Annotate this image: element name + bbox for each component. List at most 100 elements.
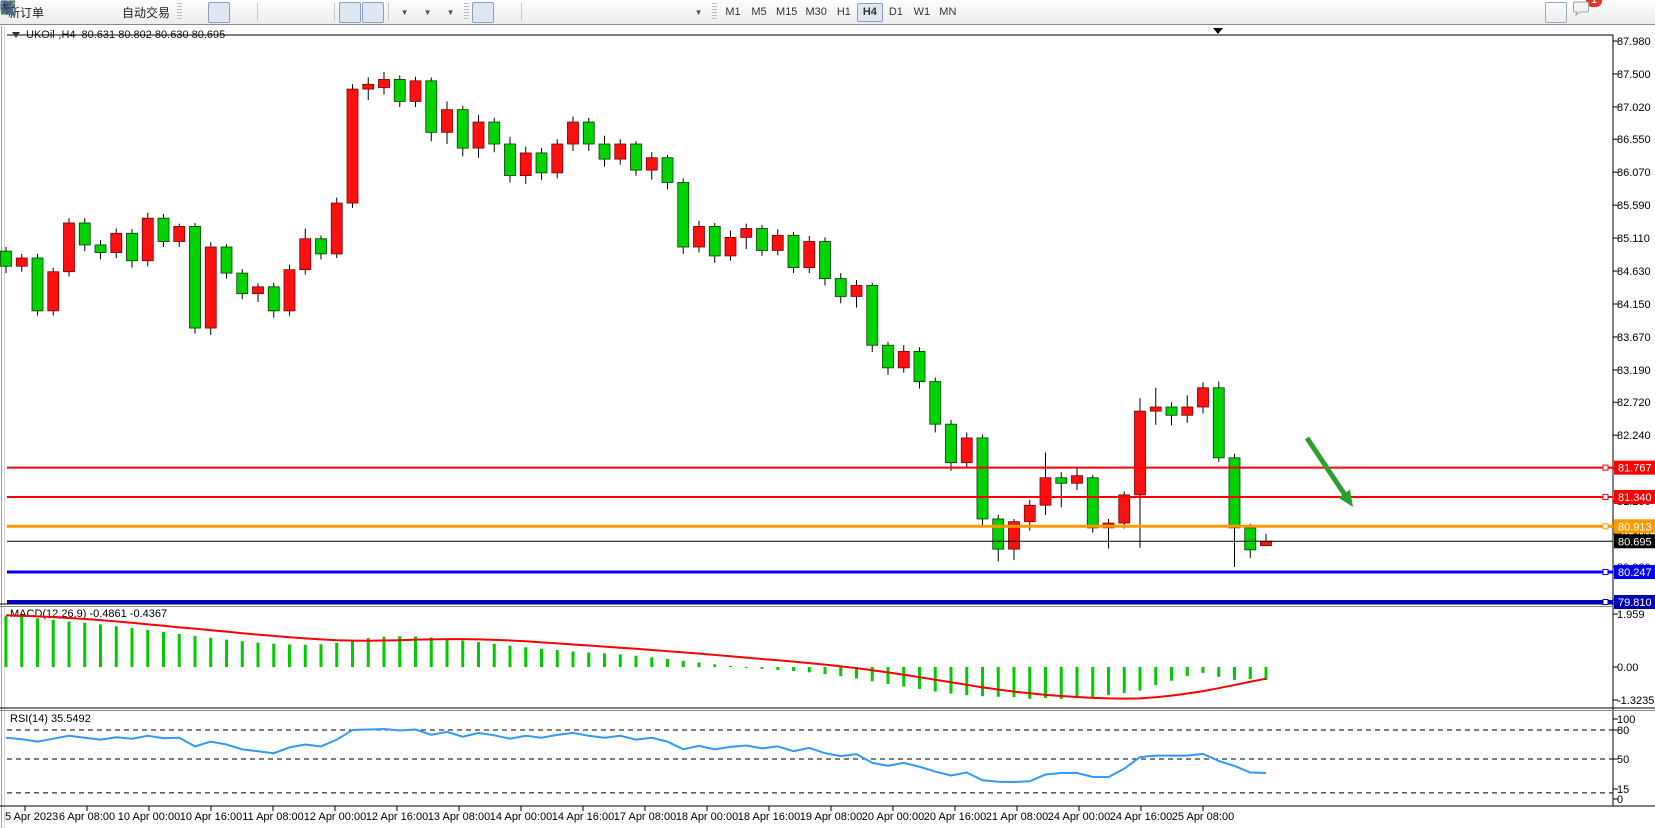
hline-anchor[interactable] — [1602, 464, 1609, 471]
timeframe-button-M1[interactable]: M1 — [720, 3, 746, 22]
indicators-button[interactable]: ▼ — [0, 1, 415, 23]
hline-anchor[interactable] — [1602, 599, 1609, 606]
macd-bar — [1201, 667, 1205, 673]
time-label: 24 Apr 16:00 — [1110, 811, 1172, 823]
hline-price-badge[interactable] — [1614, 489, 1655, 504]
trendline-button[interactable] — [1, 1, 594, 23]
bear-candle — [0, 250, 12, 267]
fibonacci-button[interactable]: F — [1, 2, 640, 23]
macd-scale-label: 0.00 — [1617, 662, 1638, 674]
macd-bar — [807, 667, 811, 673]
tile-windows-button[interactable] — [0, 0, 330, 23]
price-tick-label: 85.590 — [1617, 200, 1651, 212]
bear-candle — [189, 226, 201, 329]
bull-candle — [1197, 387, 1209, 408]
notification-badge[interactable]: 1 — [1586, 0, 1602, 7]
bull-candle — [693, 226, 705, 248]
macd-bar — [729, 665, 732, 667]
new-order-button[interactable]: 新订单 — [4, 2, 48, 23]
zoom-out-button[interactable] — [1, 1, 307, 23]
bars-chart-button[interactable] — [1, 1, 207, 23]
time-label: 12 Apr 16:00 — [366, 811, 428, 823]
macd-bar — [744, 667, 748, 668]
current-price-badge[interactable] — [1614, 534, 1655, 549]
macd-bar — [776, 667, 780, 670]
arrows-button[interactable]: ▼ — [2, 2, 709, 23]
hline-anchor[interactable] — [1602, 569, 1609, 576]
bull-candle — [1071, 475, 1083, 484]
market-watch-button[interactable] — [1, 1, 71, 23]
timeframe-button-H1[interactable]: H1 — [831, 3, 857, 22]
templates-button[interactable]: ▼ — [1, 1, 461, 23]
time-label: 24 Apr 00:00 — [1048, 811, 1110, 823]
candles-chart-button[interactable] — [1, 0, 231, 23]
bull-candle — [409, 80, 422, 102]
search-icon — [1, 1, 16, 16]
bear-candle — [882, 344, 894, 369]
timeframe-button-M5[interactable]: M5 — [746, 3, 772, 22]
text-button[interactable]: A — [3, 2, 663, 23]
hline-price-badge[interactable] — [1614, 460, 1655, 475]
autotrading-button[interactable]: 自动交易 — [0, 2, 174, 23]
hline-anchor[interactable] — [1602, 523, 1609, 530]
bull-candle — [1134, 410, 1146, 496]
chart-symbol-period: UKOil-,H4 — [26, 29, 76, 41]
timeframe-button-D1[interactable]: D1 — [883, 3, 909, 22]
bull-candle — [567, 121, 579, 145]
horizontal-line-button[interactable] — [0, 2, 571, 23]
macd-bar — [1154, 667, 1158, 685]
timeframe-button-W1[interactable]: W1 — [909, 3, 935, 22]
dropdown-arrow-icon: ▼ — [423, 7, 432, 17]
arrow-annotation-head[interactable] — [1338, 489, 1353, 507]
chart-title[interactable]: UKOil-,H4 80.631 80.802 80.630 80.695 — [12, 29, 225, 41]
line-chart-button[interactable] — [0, 1, 253, 23]
macd-bar — [193, 635, 197, 667]
chat-button[interactable] — [1573, 0, 1595, 21]
timeframe-button-M30[interactable]: M30 — [801, 3, 830, 22]
time-label: 18 Apr 16:00 — [738, 811, 800, 823]
macd-bar — [1044, 667, 1047, 699]
hline-price-badge[interactable] — [1614, 565, 1655, 580]
macd-bar — [870, 667, 874, 682]
chart-shift-button[interactable] — [1, 1, 385, 23]
bear-candle — [1212, 387, 1225, 459]
timeframe-button-H4[interactable]: H4 — [856, 2, 883, 22]
dropdown-arrow-icon: ▼ — [446, 7, 455, 17]
hline-price-badge-label: 80.913 — [1618, 521, 1652, 533]
zoom-in-button[interactable] — [1, 1, 284, 23]
search-button[interactable] — [1, 1, 1567, 23]
bear-candle — [1244, 527, 1257, 551]
vertical-line-button[interactable] — [6, 1, 548, 23]
bull-candle — [740, 228, 753, 238]
auto-scroll-button[interactable] — [1, 1, 362, 23]
new-order-label: 新订单 — [8, 5, 45, 20]
arrow-annotation-line[interactable] — [1304, 436, 1349, 499]
timeframe-button-M15[interactable]: M15 — [772, 3, 801, 22]
hline-price-badge[interactable] — [1614, 519, 1655, 534]
text-label-button[interactable]: T — [0, 1, 686, 23]
navigator-button[interactable] — [0, 1, 94, 23]
bull-candle — [378, 79, 390, 89]
timeframe-button-MN[interactable]: MN — [935, 3, 961, 22]
macd-bar — [886, 667, 890, 684]
equidistant-channel-button[interactable]: E — [1, 1, 617, 23]
toolbar-grip — [177, 3, 183, 21]
macd-bar — [540, 648, 543, 667]
bull-candle — [551, 143, 564, 174]
macd-bar — [99, 624, 102, 667]
crosshair-button[interactable] — [0, 0, 517, 23]
bear-candle — [866, 285, 879, 346]
periods-button[interactable]: ▼ — [1, 1, 438, 23]
macd-bar — [524, 647, 528, 667]
macd-bar — [36, 618, 39, 667]
bull-candle — [472, 121, 485, 149]
bull-candle — [346, 88, 359, 204]
cursor-button[interactable] — [3, 1, 495, 23]
terminal-button[interactable] — [2, 2, 117, 23]
price-tick-label: 87.980 — [1617, 36, 1651, 48]
hline-price-badge[interactable] — [1614, 595, 1655, 610]
hline-anchor[interactable] — [1602, 493, 1609, 500]
macd-bar — [949, 667, 953, 694]
time-label: 20 Apr 16:00 — [924, 811, 986, 823]
